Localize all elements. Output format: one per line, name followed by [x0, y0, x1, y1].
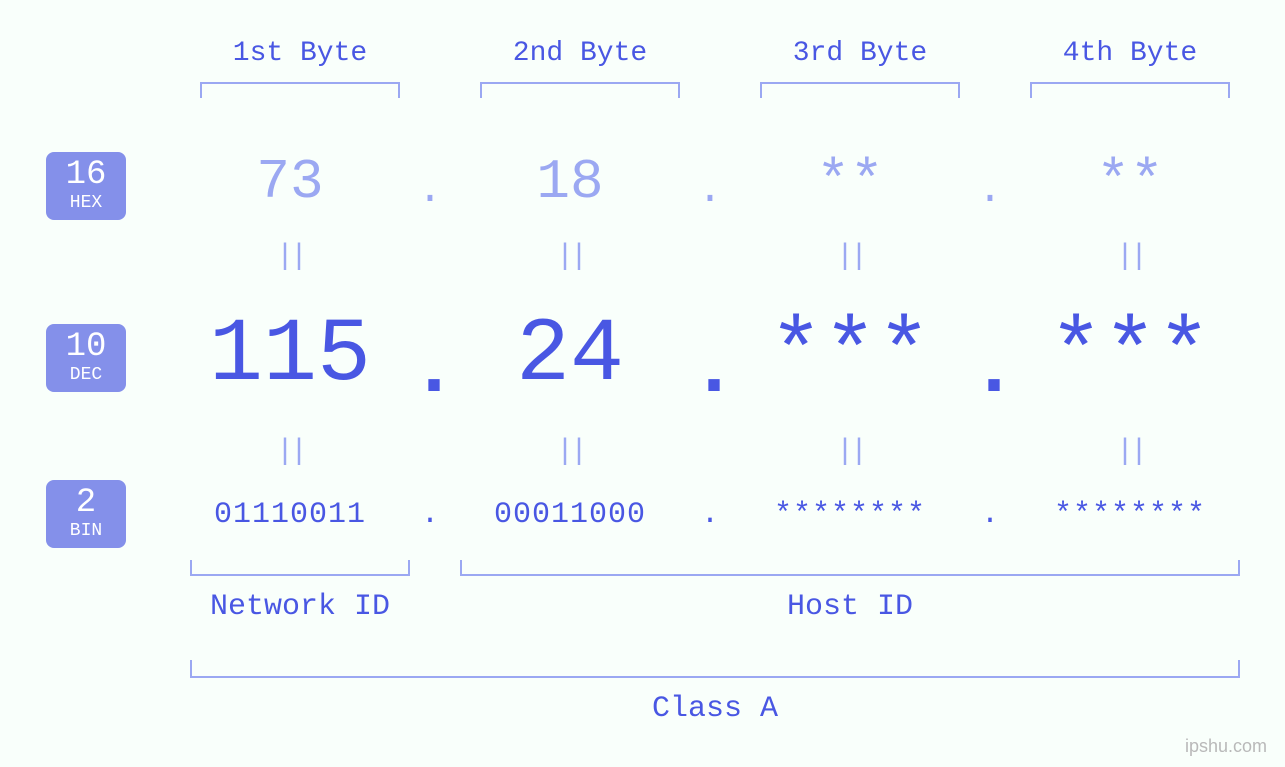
byte-header-1: 1st Byte — [200, 38, 400, 69]
label-network-id: Network ID — [190, 590, 410, 624]
bin-byte-2: 00011000 — [450, 498, 690, 532]
label-class: Class A — [190, 692, 1240, 726]
bracket-class — [190, 660, 1240, 678]
bin-byte-1: 01110011 — [170, 498, 410, 532]
bin-dot-2: . — [690, 498, 730, 532]
hex-dot-1: . — [410, 166, 450, 214]
eq-1-1: || — [170, 240, 410, 274]
hex-row: 73 . 18 . ** . ** — [170, 150, 1245, 214]
badge-bin-num: 2 — [46, 486, 126, 520]
watermark: ipshu.com — [1185, 736, 1267, 757]
bracket-network-id — [190, 560, 410, 576]
bin-dot-1: . — [410, 498, 450, 532]
hex-byte-2: 18 — [450, 150, 690, 214]
dec-byte-3: *** — [730, 305, 970, 407]
hex-byte-1: 73 — [170, 150, 410, 214]
badge-hex: 16 HEX — [46, 152, 126, 220]
top-bracket-2 — [480, 82, 680, 98]
hex-dot-2: . — [690, 166, 730, 214]
byte-header-2: 2nd Byte — [480, 38, 680, 69]
top-bracket-3 — [760, 82, 960, 98]
eq-1-4: || — [1010, 240, 1250, 274]
top-bracket-4 — [1030, 82, 1230, 98]
label-host-id: Host ID — [460, 590, 1240, 624]
eq-row-2: || || || || — [170, 435, 1245, 469]
eq-2-1: || — [170, 435, 410, 469]
badge-hex-label: HEX — [46, 194, 126, 212]
eq-2-4: || — [1010, 435, 1250, 469]
badge-hex-num: 16 — [46, 158, 126, 192]
eq-2-3: || — [730, 435, 970, 469]
bin-dot-3: . — [970, 498, 1010, 532]
bin-row: 01110011 . 00011000 . ******** . *******… — [170, 498, 1245, 532]
byte-header-4: 4th Byte — [1030, 38, 1230, 69]
badge-dec-label: DEC — [46, 366, 126, 384]
badge-dec-num: 10 — [46, 330, 126, 364]
dec-dot-2: . — [690, 325, 730, 416]
eq-2-2: || — [450, 435, 690, 469]
eq-row-1: || || || || — [170, 240, 1245, 274]
hex-dot-3: . — [970, 166, 1010, 214]
bin-byte-4: ******** — [1010, 498, 1250, 532]
badge-bin: 2 BIN — [46, 480, 126, 548]
bracket-host-id — [460, 560, 1240, 576]
bin-byte-3: ******** — [730, 498, 970, 532]
badge-dec: 10 DEC — [46, 324, 126, 392]
byte-header-3: 3rd Byte — [760, 38, 960, 69]
dec-dot-3: . — [970, 325, 1010, 416]
ip-bytes-diagram: 1st Byte 2nd Byte 3rd Byte 4th Byte 16 H… — [0, 0, 1285, 767]
top-bracket-1 — [200, 82, 400, 98]
dec-row: 115 . 24 . *** . *** — [170, 305, 1245, 407]
hex-byte-4: ** — [1010, 150, 1250, 214]
eq-1-3: || — [730, 240, 970, 274]
dec-byte-2: 24 — [450, 305, 690, 407]
dec-byte-4: *** — [1010, 305, 1250, 407]
hex-byte-3: ** — [730, 150, 970, 214]
eq-1-2: || — [450, 240, 690, 274]
dec-dot-1: . — [410, 325, 450, 416]
badge-bin-label: BIN — [46, 522, 126, 540]
dec-byte-1: 115 — [170, 305, 410, 407]
